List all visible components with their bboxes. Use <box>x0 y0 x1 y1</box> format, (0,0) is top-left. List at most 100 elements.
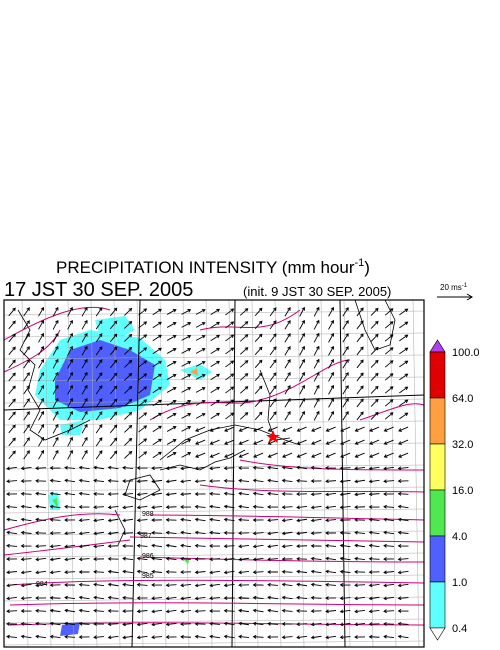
color-bar-label: 100.0 <box>452 347 480 359</box>
wind-vector <box>267 635 279 639</box>
wind-vector <box>35 557 47 562</box>
wind-vector <box>6 583 18 588</box>
wind-vector <box>64 531 76 536</box>
title: PRECIPITATION INTENSITY (mm hour-1) <box>56 257 370 277</box>
wind-vector <box>339 479 351 484</box>
wind-vector <box>35 530 47 535</box>
wind-vector <box>299 306 305 317</box>
title-main: PRECIPITATION INTENSITY (mm hour <box>56 258 355 277</box>
wind-vector <box>165 543 177 548</box>
wind-vector <box>252 518 264 522</box>
wind-vector <box>238 544 250 549</box>
wind-vector <box>267 595 279 600</box>
wind-vector <box>81 436 88 447</box>
wind-vector <box>6 621 18 626</box>
wind-vector <box>194 634 206 639</box>
wind-vector <box>81 306 88 317</box>
wind-vector <box>109 333 118 343</box>
wind-vector <box>225 347 235 355</box>
wind-vector <box>210 373 221 380</box>
wind-vector <box>138 308 148 316</box>
wind-vector <box>151 569 163 574</box>
wind-vector <box>152 386 162 394</box>
wind-vector <box>368 479 380 484</box>
title-end: ) <box>364 258 370 277</box>
wind-vector <box>8 398 16 408</box>
wind-vector <box>239 308 249 316</box>
wind-vector <box>281 569 293 574</box>
map-grid-line <box>90 299 98 648</box>
wind-vector <box>313 410 320 421</box>
wind-vector <box>399 412 409 420</box>
wind-vector <box>339 492 351 497</box>
wind-vector <box>124 307 133 316</box>
wind-vector <box>313 384 320 395</box>
wind-vector <box>181 335 192 341</box>
wind-vector <box>93 557 105 561</box>
wind-vector <box>370 307 379 316</box>
wind-vector <box>311 452 322 458</box>
wind-vector <box>95 424 103 434</box>
wind-vector <box>210 334 221 341</box>
wind-vector <box>20 479 32 484</box>
wind-vector <box>23 359 30 369</box>
wind-vector <box>342 320 349 330</box>
wind-vector <box>35 621 47 626</box>
wind-vector <box>64 491 76 496</box>
wind-vector <box>368 505 380 509</box>
wind-vector <box>238 517 250 522</box>
wind-vector <box>136 622 148 627</box>
wind-vector <box>35 478 47 483</box>
wind-vector <box>52 384 59 395</box>
wind-vector <box>225 308 235 316</box>
wind-vector <box>269 398 277 408</box>
wind-vector <box>356 385 364 395</box>
map-grid-line <box>182 299 190 648</box>
wind-vector <box>296 439 307 445</box>
wind-vector <box>299 371 305 382</box>
wind-vector <box>238 426 249 432</box>
wind-vector <box>239 373 249 381</box>
wind-vector <box>67 397 73 408</box>
wind-vector <box>124 346 133 355</box>
wind-vector <box>23 320 30 330</box>
isobar <box>199 309 301 331</box>
map-grid-line <box>320 299 328 648</box>
wind-vector <box>151 530 163 535</box>
wind-vector <box>342 385 349 395</box>
wind-vector <box>356 333 364 343</box>
wind-vector <box>239 347 249 355</box>
wind-vector <box>67 423 73 434</box>
wind-vector <box>328 345 334 356</box>
color-bar-under <box>429 627 446 641</box>
wind-vector <box>23 398 30 408</box>
wind-vector <box>138 399 148 407</box>
wind-vector <box>254 385 263 395</box>
wind-vector <box>136 543 148 548</box>
wind-vector <box>138 451 148 459</box>
wind-vector <box>269 320 277 330</box>
wind-vector <box>354 556 366 561</box>
wind-vector <box>8 359 16 369</box>
wind-vector <box>49 466 61 470</box>
map-grid-line <box>297 299 305 648</box>
wind-vector <box>181 400 192 406</box>
wind-vector <box>296 608 308 613</box>
wind-vector <box>195 348 206 354</box>
wind-vector <box>252 504 264 509</box>
wind-vector <box>384 360 394 368</box>
wind-vector <box>209 544 221 548</box>
wind-vector <box>136 492 148 497</box>
wind-vector <box>368 596 380 601</box>
isobar-label: 985 <box>142 573 154 580</box>
wind-vector <box>165 505 177 510</box>
wind-vector <box>325 531 337 535</box>
wind-vector <box>252 478 264 483</box>
wind-vector <box>6 504 18 509</box>
wind-vector <box>122 622 134 627</box>
wind-vector <box>181 374 192 380</box>
map-grid-line <box>3 354 425 360</box>
wind-vector <box>6 609 18 614</box>
wind-vector <box>195 413 206 419</box>
wind-vector <box>107 505 119 510</box>
